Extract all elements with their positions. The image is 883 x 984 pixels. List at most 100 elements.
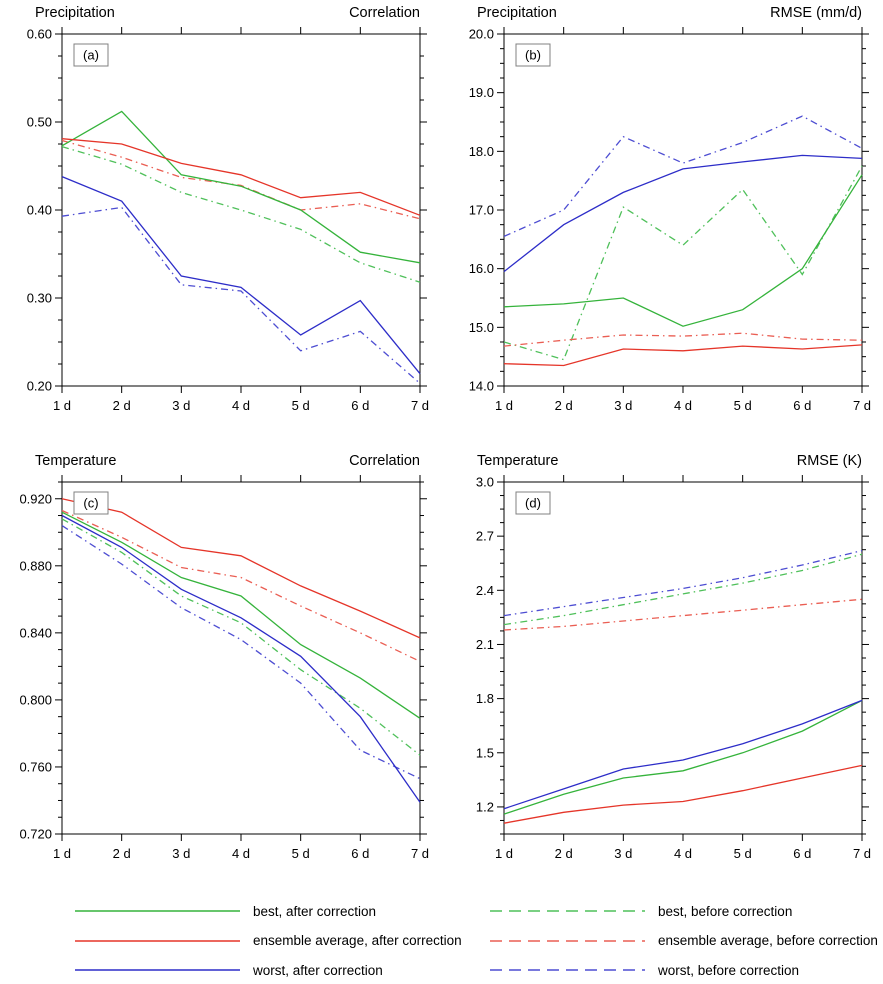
legend-swatch-best-after <box>75 910 240 912</box>
x-tick-label: 2 d <box>113 846 131 861</box>
panel-title-right: Correlation <box>349 5 420 21</box>
x-tick-label: 5 d <box>734 398 752 413</box>
plot-area-c: 0.720 0.760 0.800 0.840 0.880 0.920 1 d 2 d 3 d 4… <box>19 475 429 861</box>
plot-frame <box>503 33 863 387</box>
legend-item-best-before: best, before correction <box>490 903 792 919</box>
y-tick-label: 0.880 <box>19 558 52 573</box>
x-tick-label: 2 d <box>555 846 573 861</box>
legend-label-best-before: best, before correction <box>658 903 793 919</box>
series-line-worst-before <box>61 525 421 780</box>
x-tick-label: 7 d <box>853 398 871 413</box>
y-tick-label: 2.1 <box>476 637 494 652</box>
x-tick-label: 7 d <box>411 846 429 861</box>
y-tick-label: 0.720 <box>19 827 52 842</box>
series-line-best-after <box>61 511 421 719</box>
x-tick-label: 1 d <box>495 398 513 413</box>
y-tick-label: 18.0 <box>469 144 494 159</box>
x-tick-label: 1 d <box>53 398 71 413</box>
y-tick-label: 0.60 <box>27 27 52 42</box>
y-tick-label: 0.920 <box>19 491 52 506</box>
legend-item-ensemble-average-after: ensemble average, after correction <box>75 933 462 949</box>
plot-area-b: 14.0 15.0 16.0 17.0 18.0 19.0 20.0 1 d 2 d 3 d 4 d… <box>469 27 871 414</box>
series-line-worst-after <box>503 699 863 810</box>
panel-precipitation-correlation: Precipitation Correlation 0.20 0.30 0.40 0.… <box>0 0 441 424</box>
legend-label-ensemble-average-before: ensemble average, before correction <box>658 933 878 948</box>
series-line-ensemble-average-before <box>61 139 421 220</box>
x-tick-label: 6 d <box>351 398 369 413</box>
legend-swatch-ensemble-average-after <box>75 939 240 942</box>
series-line-best-before <box>61 518 421 756</box>
y-tick-label: 3.0 <box>476 475 494 490</box>
plot-frame <box>61 33 421 387</box>
panel-title-right: Correlation <box>349 453 420 469</box>
y-tick-label: 1.5 <box>476 745 494 760</box>
x-tick-label: 3 d <box>614 846 632 861</box>
series-line-ensemble-average-before <box>503 598 863 631</box>
y-tick-label: 16.0 <box>469 261 494 276</box>
panel-label: (a) <box>83 48 99 63</box>
x-tick-label: 3 d <box>172 398 190 413</box>
panel-label: (d) <box>525 496 541 511</box>
y-tick-label: 0.800 <box>19 692 52 707</box>
series-line-ensemble-average-after <box>61 138 421 216</box>
panel-label: (c) <box>83 496 98 511</box>
series-line-best-after <box>61 110 421 264</box>
panel-title-right: RMSE (mm/d) <box>770 5 862 21</box>
legend-swatch-ensemble-average-before <box>490 939 645 942</box>
series-line-worst-after <box>503 154 863 273</box>
y-tick-label: 0.40 <box>27 203 52 218</box>
y-tick-label: 20.0 <box>469 27 494 42</box>
series-line-ensemble-average-before <box>503 332 863 347</box>
series-line-ensemble-average-after <box>503 764 863 824</box>
plot-frame <box>503 481 863 835</box>
x-tick-label: 4 d <box>232 846 250 861</box>
x-tick-label: 6 d <box>793 846 811 861</box>
legend-item-best-after: best, after correction <box>75 903 376 919</box>
y-tick-label: 0.50 <box>27 115 52 130</box>
x-tick-label: 2 d <box>555 398 573 413</box>
x-tick-label: 2 d <box>113 398 131 413</box>
legend: best, after correction ensemble average, … <box>0 890 883 984</box>
plot-area-a: 0.20 0.30 0.40 0.50 0.60 1 d 2 d 3 d 4 d 5 d 6 d 7 … <box>27 27 429 414</box>
panel-title-row: Precipitation RMSE (mm/d) <box>442 0 883 26</box>
series-line-ensemble-average-after <box>61 498 421 639</box>
series-line-best-before <box>503 165 863 361</box>
x-tick-label: 3 d <box>172 846 190 861</box>
legend-item-ensemble-average-before: ensemble average, before correction <box>490 933 878 949</box>
panel-title-left: Precipitation <box>477 5 557 21</box>
legend-swatch-worst-after <box>75 969 240 971</box>
series-line-best-before <box>503 553 863 626</box>
series-line-worst-before <box>503 115 863 237</box>
legend-item-worst-before: worst, before correction <box>490 962 799 978</box>
y-tick-label: 0.840 <box>19 625 52 640</box>
y-tick-label: 0.30 <box>27 291 52 306</box>
y-tick-label: 2.4 <box>476 583 494 598</box>
panel-title-row: Temperature RMSE (K) <box>442 448 883 474</box>
x-tick-label: 5 d <box>292 846 310 861</box>
x-tick-label: 1 d <box>495 846 513 861</box>
y-tick-label: 0.20 <box>27 379 52 394</box>
series-line-worst-after <box>61 175 421 375</box>
plot-frame <box>61 481 421 835</box>
series-line-ensemble-average-after <box>503 344 863 367</box>
panel-title-row: Precipitation Correlation <box>0 0 441 26</box>
x-tick-label: 4 d <box>674 846 692 861</box>
panel-title-left: Precipitation <box>35 5 115 21</box>
legend-label-worst-before: worst, before correction <box>658 962 800 978</box>
series-line-worst-after <box>61 514 421 803</box>
y-tick-label: 17.0 <box>469 203 494 218</box>
legend-label-worst-after: worst, after correction <box>253 962 383 978</box>
series-line-best-before <box>61 145 421 283</box>
panel-label-box <box>73 43 109 67</box>
x-tick-label: 5 d <box>734 846 752 861</box>
legend-swatch-worst-before <box>490 969 645 971</box>
y-tick-label: 1.8 <box>476 691 494 706</box>
panel-label: (b) <box>525 48 541 63</box>
x-tick-label: 7 d <box>853 846 871 861</box>
x-tick-label: 6 d <box>793 398 811 413</box>
legend-label-best-after: best, after correction <box>253 903 377 919</box>
panel-label-box <box>73 491 109 515</box>
y-tick-label: 1.2 <box>476 799 494 814</box>
panel-title-row: Temperature Correlation <box>0 448 441 474</box>
legend-label-ensemble-average-after: ensemble average, after correction <box>253 933 462 948</box>
